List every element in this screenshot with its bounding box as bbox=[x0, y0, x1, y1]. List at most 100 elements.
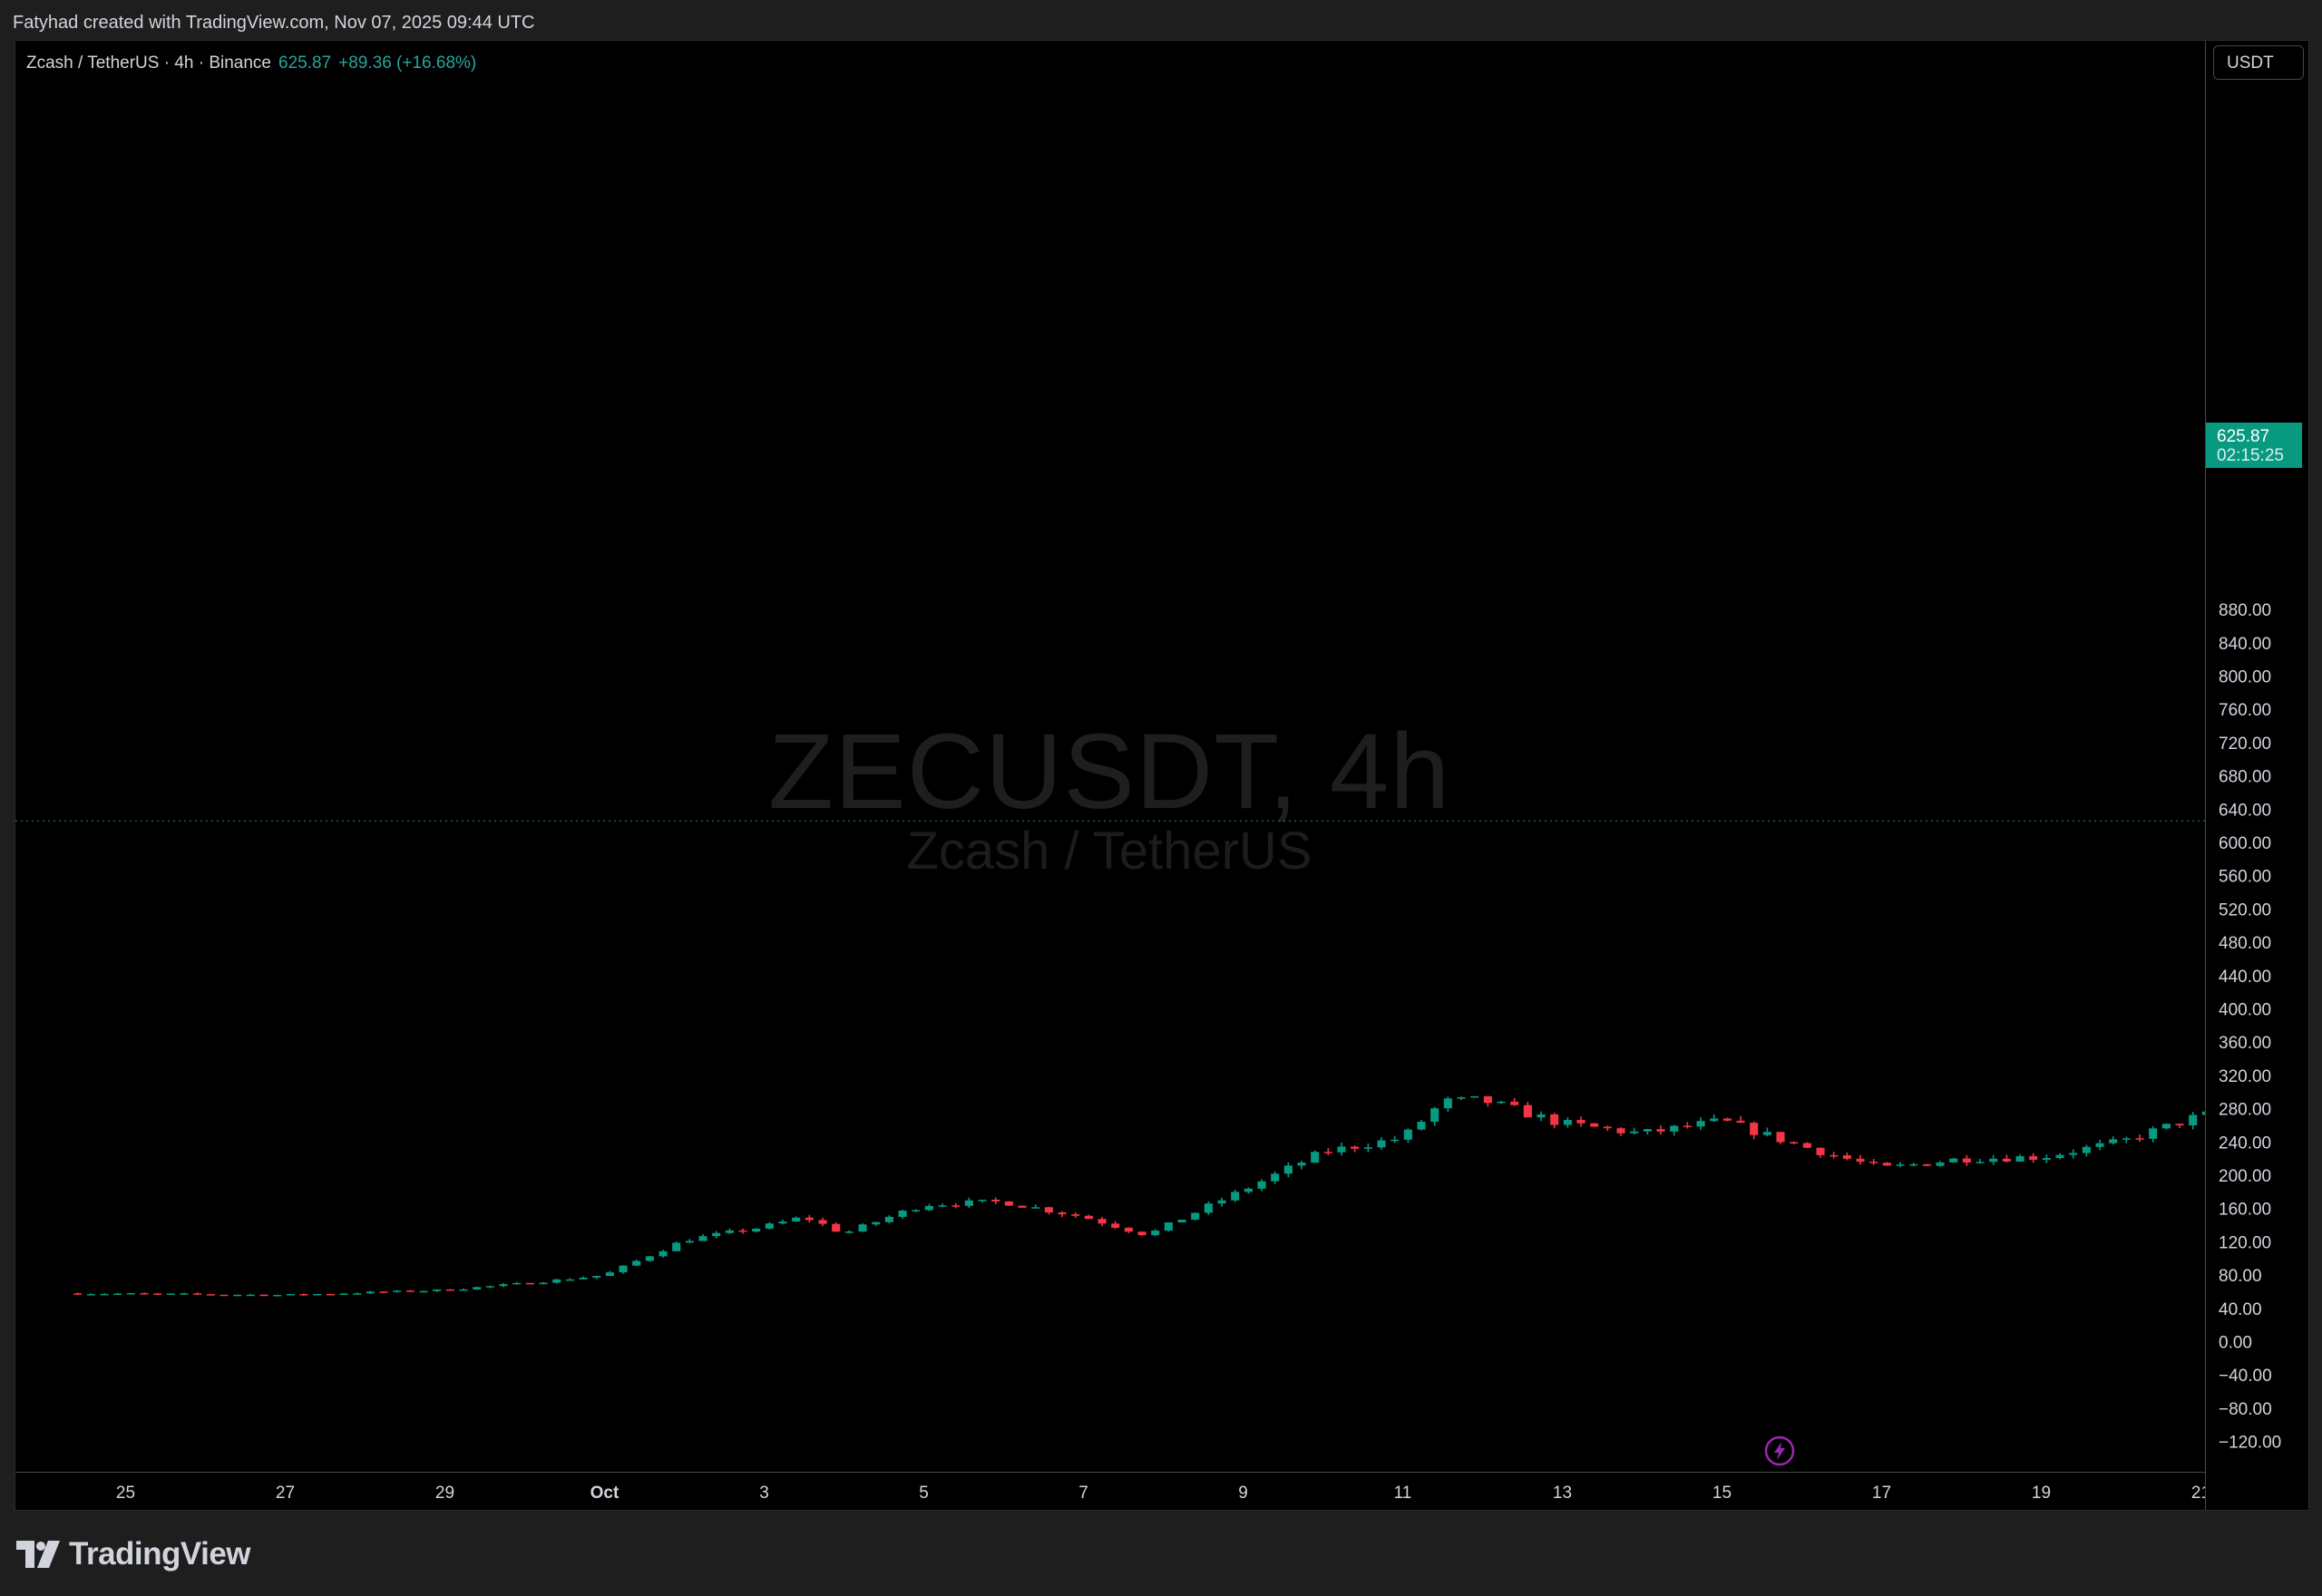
candle-body bbox=[792, 1217, 801, 1222]
candle-body bbox=[1976, 1162, 1985, 1163]
chart-plot-area[interactable]: ZECUSDT, 4h Zcash / TetherUS Zcash / Tet… bbox=[15, 41, 2205, 1472]
price-tick-label: 600.00 bbox=[2219, 834, 2271, 853]
candle-body bbox=[991, 1199, 1000, 1202]
candle-body bbox=[1497, 1101, 1506, 1104]
candle-body bbox=[659, 1251, 668, 1257]
candle-body bbox=[2109, 1139, 2118, 1143]
candle-body bbox=[2189, 1114, 2198, 1126]
candle-body bbox=[525, 1282, 534, 1285]
candle-body bbox=[978, 1199, 987, 1202]
event-lightning-icon[interactable] bbox=[1764, 1435, 1795, 1466]
candle-body bbox=[1603, 1126, 1612, 1129]
candle-body bbox=[805, 1217, 814, 1221]
candle-body bbox=[552, 1279, 561, 1283]
candle-body bbox=[166, 1293, 175, 1295]
candle-body bbox=[884, 1216, 893, 1222]
candle-body bbox=[1377, 1140, 1386, 1148]
tradingview-logo-icon bbox=[16, 1541, 60, 1568]
candle-body bbox=[1283, 1165, 1293, 1174]
candle-body bbox=[2042, 1157, 2051, 1160]
candle-body bbox=[286, 1294, 295, 1296]
time-tick-label: 3 bbox=[759, 1484, 769, 1503]
candle-body bbox=[1257, 1181, 1266, 1189]
candle-body bbox=[1616, 1128, 1625, 1134]
bar-countdown: 02:15:25 bbox=[2217, 446, 2284, 465]
price-tick-label: 520.00 bbox=[2219, 900, 2271, 920]
price-tick-label: 320.00 bbox=[2219, 1067, 2271, 1086]
time-tick-label: 5 bbox=[919, 1484, 929, 1503]
price-tick-label: 0.00 bbox=[2219, 1334, 2252, 1353]
time-tick-label: 13 bbox=[1553, 1484, 1572, 1503]
candle-body bbox=[1590, 1123, 1599, 1127]
candle-body bbox=[220, 1294, 229, 1297]
candle-body bbox=[259, 1294, 268, 1297]
candle-body bbox=[872, 1221, 881, 1225]
price-axis[interactable]: 880.00 840.00 800.00 760.00 720.00 680.00 640.… bbox=[2206, 41, 2307, 1510]
candle-body bbox=[1363, 1147, 1372, 1149]
candle-body bbox=[233, 1294, 242, 1297]
price-tick-label: 640.00 bbox=[2219, 801, 2271, 820]
candle-body bbox=[1962, 1158, 1971, 1163]
time-tick-label: 9 bbox=[1238, 1484, 1248, 1503]
candle-body bbox=[1164, 1222, 1173, 1231]
time-tick-label: 29 bbox=[435, 1484, 454, 1503]
currency-unit-button[interactable]: USDT bbox=[2213, 45, 2304, 80]
chart-credit: Fatyhad created with TradingView.com, No… bbox=[13, 13, 535, 33]
candle-body bbox=[339, 1293, 348, 1295]
candle-body bbox=[1311, 1152, 1320, 1163]
tradingview-logo[interactable]: TradingView bbox=[16, 1536, 251, 1572]
price-tick-label: −40.00 bbox=[2219, 1367, 2272, 1386]
candle-body bbox=[1909, 1163, 1918, 1166]
candle-body bbox=[1390, 1139, 1400, 1142]
candle-body bbox=[752, 1228, 761, 1232]
candle-body bbox=[1018, 1205, 1027, 1208]
candle-body bbox=[1936, 1162, 1945, 1166]
candle-body bbox=[2082, 1146, 2091, 1153]
candle-body bbox=[1217, 1200, 1226, 1204]
watermark-description: Zcash / TetherUS bbox=[906, 822, 1312, 881]
price-tick-label: 200.00 bbox=[2219, 1167, 2271, 1186]
candle-body bbox=[1231, 1192, 1240, 1201]
candle-body bbox=[2002, 1158, 2011, 1162]
candle-body bbox=[1869, 1162, 1878, 1163]
candle-body bbox=[2029, 1156, 2038, 1160]
time-axis[interactable]: 252729Oct357911131517192123252729Nov3579… bbox=[15, 1473, 2205, 1511]
candle-body bbox=[539, 1282, 548, 1285]
candle-body bbox=[206, 1294, 215, 1296]
chart-frame: ZECUSDT, 4h Zcash / TetherUS Zcash / Tet… bbox=[15, 40, 2309, 1511]
price-tick-label: 880.00 bbox=[2219, 601, 2271, 620]
candle-body bbox=[1058, 1212, 1067, 1215]
time-tick-label: 25 bbox=[116, 1484, 135, 1503]
candle-body bbox=[832, 1223, 841, 1232]
candle-body bbox=[565, 1279, 574, 1281]
candle-body bbox=[1510, 1101, 1519, 1105]
candle-body bbox=[2149, 1128, 2158, 1139]
candle-body bbox=[379, 1291, 388, 1293]
candle-body bbox=[1151, 1231, 1160, 1236]
price-axis-border bbox=[2205, 41, 2206, 1510]
candle-body bbox=[2015, 1156, 2024, 1162]
candle-body bbox=[1403, 1129, 1412, 1140]
price-tick-label: 760.00 bbox=[2219, 701, 2271, 720]
last-price-value: 625.87 bbox=[2217, 427, 2270, 446]
candle-body bbox=[712, 1232, 721, 1237]
candle-body bbox=[632, 1260, 641, 1266]
candle-body bbox=[1670, 1125, 1679, 1132]
symbol-legend[interactable]: Zcash / TetherUS · 4h · Binance 625.87 +89… bbox=[26, 54, 476, 73]
price-tick-label: 360.00 bbox=[2219, 1034, 2271, 1053]
candle-body bbox=[765, 1223, 774, 1229]
candle-body bbox=[844, 1231, 854, 1233]
candle-body bbox=[393, 1290, 402, 1292]
candle-body bbox=[1071, 1214, 1080, 1216]
candle-body bbox=[1710, 1118, 1719, 1122]
candle-body bbox=[246, 1294, 255, 1297]
price-tick-label: −120.00 bbox=[2219, 1434, 2281, 1453]
candle-body bbox=[1177, 1219, 1186, 1223]
candle-body bbox=[2175, 1124, 2184, 1126]
candle-body bbox=[964, 1200, 973, 1206]
candle-body bbox=[459, 1289, 468, 1291]
candle-body bbox=[405, 1290, 415, 1292]
candle-body bbox=[1630, 1131, 1639, 1134]
candle-body bbox=[2095, 1143, 2104, 1147]
time-tick-label: 21 bbox=[2191, 1484, 2205, 1503]
